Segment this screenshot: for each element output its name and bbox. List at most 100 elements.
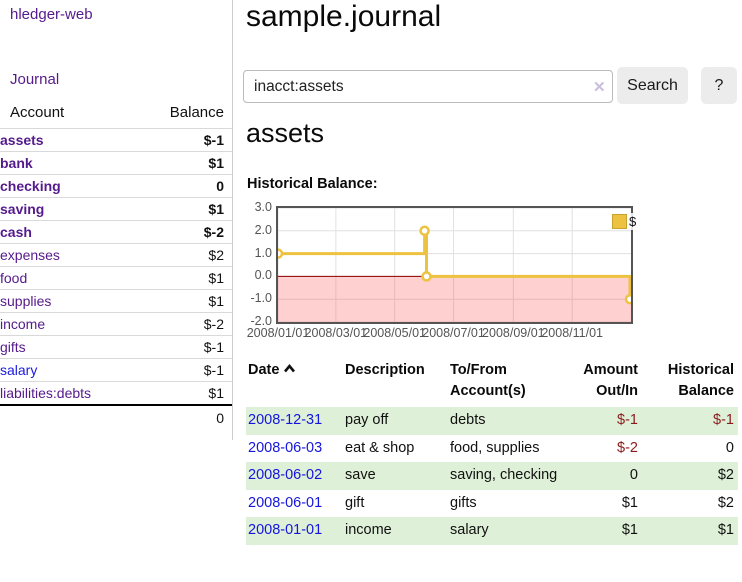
account-balance: $1 [208,155,224,171]
y-tick-label: 0.0 [254,268,272,283]
x-tick-label: 2008/11/01 [541,326,603,340]
account-balance: $-1 [203,362,224,378]
account-row-gifts: gifts $-1 [0,335,232,359]
account-link-salary[interactable]: salary [0,362,38,378]
legend-swatch-icon [612,214,627,229]
register-row: 2008-06-03 eat & shop food, supplies $-2… [246,435,738,463]
accounts-table-header: Account Balance [0,100,232,129]
legend-label: $ [629,214,637,229]
account-row-bank: bank $1 [0,151,232,175]
account-row-income: income $-2 [0,312,232,336]
x-tick-label: 2008/05/01 [363,326,426,340]
account-column-header: Account [10,104,65,121]
transaction-amount: $-2 [617,439,638,456]
register-row: 2008-06-02 save saving, checking 0 $2 [246,462,738,490]
page-title: sample.journal [246,0,442,33]
account-link-cash[interactable]: cash [0,224,32,240]
x-axis-labels: 2008/01/01 2008/03/01 2008/05/01 2008/07/01… [247,326,631,342]
search-input[interactable] [243,70,613,103]
sidebar-item-journal[interactable]: Journal [10,71,60,88]
x-tick-label: 2008/03/01 [304,326,368,340]
search-button[interactable]: Search [617,67,688,104]
account-link-expenses[interactable]: expenses [0,247,60,263]
transaction-amount: $1 [621,494,638,511]
transaction-date-link[interactable]: 2008-06-01 [248,494,323,511]
account-row-saving: saving $1 [0,197,232,221]
account-balance: $-2 [203,316,224,332]
clear-search-icon[interactable]: ✕ [593,79,606,96]
account-balance: 0 [216,178,224,194]
account-row-expenses: expenses $2 [0,243,232,267]
account-link-assets[interactable]: assets [0,132,44,148]
account-balance: $-2 [203,224,224,240]
chart-legend: $ [610,213,639,230]
transaction-amount: $1 [621,522,638,539]
register-table: Date Description To/From Account(s) Amou… [246,358,738,545]
x-tick-label: 2008/07/01 [422,326,485,340]
transaction-date-link[interactable]: 2008-06-03 [248,439,323,456]
transaction-description: eat & shop [345,439,415,456]
account-row-liabilities-debts: liabilities:debts $1 [0,381,232,406]
transaction-accounts: debts [450,412,486,429]
account-balance: $-1 [203,132,224,148]
sidebar: hledger-web Journal Account Balance asse… [0,0,233,440]
account-balance: $2 [208,247,224,263]
chart-title: Historical Balance: [247,176,378,192]
transaction-description: pay off [345,412,389,429]
transaction-balance: 0 [725,439,734,456]
transaction-balance: $2 [717,467,734,484]
balance-column-header: Balance [169,104,224,121]
transaction-description: save [345,467,376,484]
y-tick-label: -1.0 [250,291,272,306]
transaction-balance: $1 [717,522,734,539]
transaction-amount: 0 [629,467,638,484]
account-row-checking: checking 0 [0,174,232,198]
account-link-saving[interactable]: saving [0,201,45,217]
sort-ascending-icon [283,360,296,381]
y-tick-label: 2.0 [254,222,272,237]
transaction-accounts: gifts [450,494,477,511]
account-link-gifts[interactable]: gifts [0,339,26,355]
x-tick-label: 2008/01/01 [246,326,310,340]
account-link-bank[interactable]: bank [0,155,33,171]
accounts-total-row: 0 [0,405,232,429]
account-link-food[interactable]: food [0,270,28,286]
date-column-header[interactable]: Date [246,358,343,407]
description-column-header: Description [345,362,425,378]
amount-column-header: Amount Out/In [583,362,638,400]
register-row: 2008-12-31 pay off debts $-1 $-1 [246,407,738,435]
account-link-liabilities-debts[interactable]: liabilities:debts [0,385,92,401]
accounts-total-balance: 0 [216,410,224,426]
balance-column-header: Historical Balance [667,362,734,400]
account-link-income[interactable]: income [0,316,46,332]
transaction-description: gift [345,494,365,511]
account-balance: $1 [208,385,224,401]
date-header-label: Date [248,362,280,378]
account-column-header: To/From Account(s) [450,362,526,400]
app-title-link[interactable]: hledger-web [10,6,93,23]
account-balance: $1 [208,270,224,286]
account-link-supplies[interactable]: supplies [0,293,52,309]
account-link-checking[interactable]: checking [0,178,61,194]
y-axis-labels: 3.0 2.0 1.0 0.0 -1.0 -2.0 [228,200,272,328]
transaction-date-link[interactable]: 2008-01-01 [248,522,323,539]
transaction-date-link[interactable]: 2008-12-31 [248,412,323,429]
transaction-accounts: food, supplies [450,439,540,456]
account-row-assets: assets $-1 [0,128,232,152]
y-tick-label: -2.0 [250,314,272,328]
transaction-balance: $2 [717,494,734,511]
x-tick-label: 2008/09/01 [482,326,545,340]
help-button[interactable]: ? [701,67,737,104]
accounts-balance-table: Account Balance assets $-1 bank $1 check… [0,100,232,429]
transaction-date-link[interactable]: 2008-06-02 [248,467,323,484]
transaction-description: income [345,522,392,539]
account-row-cash: cash $-2 [0,220,232,244]
transaction-accounts: salary [450,522,489,539]
register-row: 2008-01-01 income salary $1 $1 [246,517,738,545]
transaction-accounts: saving, checking [450,467,558,484]
account-row-food: food $1 [0,266,232,290]
account-row-supplies: supplies $1 [0,289,232,313]
y-tick-label: 1.0 [254,245,272,260]
account-balance: $1 [208,201,224,217]
